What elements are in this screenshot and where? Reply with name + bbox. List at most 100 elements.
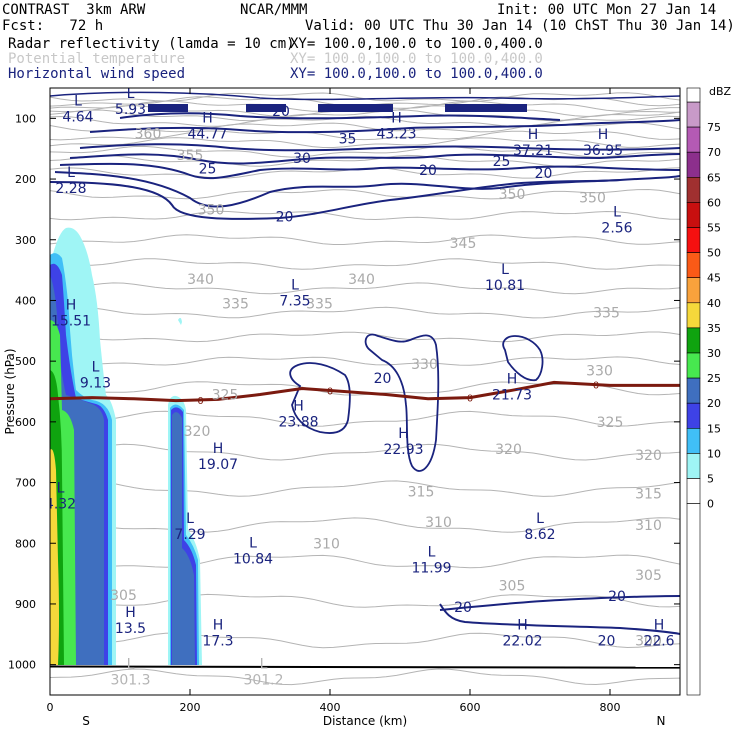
colorbar-swatch [686,427,701,454]
extremum-value: 44.77 [187,126,227,142]
colorbar-swatch [686,101,701,128]
theta-label: 305 [635,568,662,584]
colorbar-level-label: 35 [707,322,721,335]
extremum-marker: H [125,605,136,621]
wind-label: 20 [276,210,294,226]
theta-line [50,517,680,533]
theta-label: 320 [184,424,211,440]
theta-line [50,188,680,200]
theta-line [50,258,680,270]
extremum-value: 17.3 [202,633,233,649]
section-endpoints-2: XY= 100.0,100.0 to 100.0,400.0 [290,51,543,67]
theta-label: 325 [597,415,624,431]
extremum-marker: L [67,165,75,181]
theta-line [50,331,680,343]
colorbar-level-label: 75 [707,121,721,134]
freezing-label: 0 [197,396,203,407]
freezing-level: 0 0 0 0 [50,381,680,407]
refl2-20dbz [172,412,195,665]
colorbar-level-label: 45 [707,272,721,285]
theta-label: 300 [635,633,662,649]
wind-label: 30 [293,151,311,167]
extremum-value: 5.93 [115,102,146,118]
theta-label: 315 [635,486,662,502]
extremum-marker: H [398,426,409,442]
extremum-marker: L [249,535,257,551]
colorbar-top-cap [686,87,701,103]
theta-line [50,154,680,167]
theta-label: 335 [306,296,333,312]
theta-label: 330 [586,363,613,379]
freezing-line [50,380,680,403]
extremum-value: 7.35 [279,293,310,309]
section-endpoints-3: XY= 100.0,100.0 to 100.0,400.0 [290,66,543,82]
valid-time: Valid: 00 UTC Thu 30 Jan 14 (10 ChST Thu… [305,18,735,34]
plot-frame [49,87,681,696]
y-tick-label: 300 [15,234,36,247]
extremum-value: 36.95 [583,143,623,159]
wind-label: 20 [419,163,437,179]
y-tick-label: 400 [15,294,36,307]
extremum-value: 4.32 [45,497,76,513]
colorbar-level-label: 30 [707,347,721,360]
theta-label: 305 [499,579,526,595]
plot-header: CONTRAST 3km ARW NCAR/MMM Init: 00 UTC M… [0,0,740,88]
extremum-value: 301.2 [243,673,283,689]
wind-label: 20 [454,600,472,616]
init-time: Init: 00 UTC Mon 27 Jan 14 [497,2,717,18]
extremum-value: 22.6 [643,633,674,649]
colorbar-level-label: 60 [707,196,721,209]
theta-line [50,480,680,497]
theta-label: 350 [499,187,526,203]
wind-label: 25 [199,162,217,178]
theta-label: 360 [135,127,162,143]
extremum-marker: H [654,617,665,633]
extremum-value: 8.62 [524,527,555,543]
colorbar-level-label: 10 [707,447,721,460]
wind-speed-contours [50,91,680,635]
model-title: CONTRAST 3km ARW [2,2,146,18]
theta-label: 315 [408,485,435,501]
colorbar-swatch [686,478,701,504]
theta-label: 310 [425,515,452,531]
y-tick-label: 200 [15,173,36,186]
theta-line [50,632,680,649]
freezing-label: 0 [467,394,473,405]
y-tick-label: 800 [15,537,36,550]
extremum-marker: L [291,277,299,293]
colorbar-swatch [686,327,701,354]
theta-label: 320 [495,442,522,458]
theta-label: 305 [110,588,137,604]
theta-label: 330 [411,357,438,373]
extremum-marker: H [598,127,609,143]
theta-line [50,115,680,127]
x-tick-label: 0 [47,701,54,714]
theta-label: 310 [635,518,662,534]
extremum-value: 37.21 [513,143,553,159]
extremum-marker: H [517,617,528,633]
wind-label: 20 [598,633,616,649]
colorbar-swatch [686,277,701,304]
institution-label: NCAR/MMM [240,2,308,18]
theta-label: 320 [635,448,662,464]
colorbar-level-label: 20 [707,397,721,410]
extremum-value: 2.56 [601,221,632,237]
colorbar-swatch [686,352,701,379]
theta-line [50,282,680,295]
extremum-marker: L [127,86,135,102]
colorbar-swatch [686,177,701,203]
refl-35dbz [50,449,59,665]
y-tick-label: 1000 [8,659,36,672]
wind-label: 35 [339,131,357,147]
forecast-hour: Fcst: 72 h [2,18,104,34]
ground-line [50,665,680,669]
x-tick-label: 400 [320,701,341,714]
extremum-value: 10.84 [233,551,273,567]
theta-line [50,145,680,158]
colorbar-level-label: 15 [707,422,721,435]
freezing-label: 0 [593,381,599,392]
extremum-marker: H [507,371,518,387]
colorbar-level-label: 40 [707,297,721,310]
